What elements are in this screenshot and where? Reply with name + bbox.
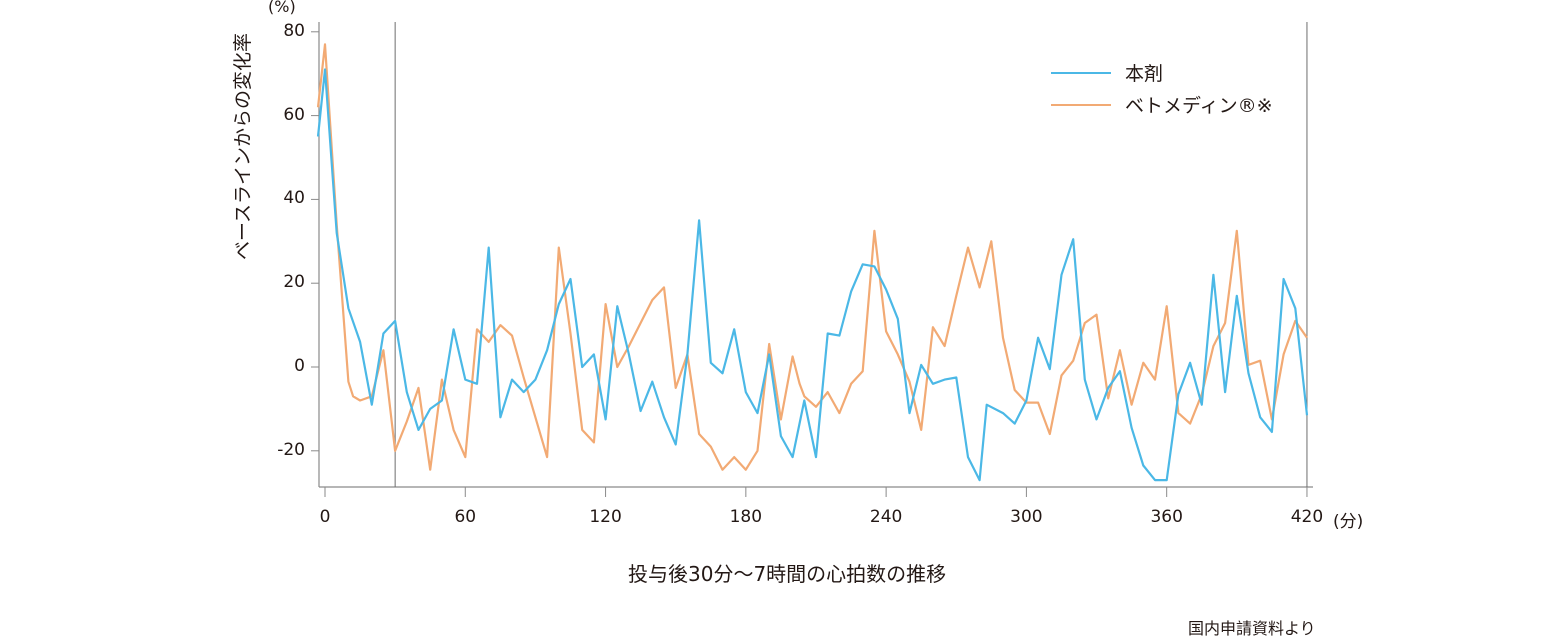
legend-label: ベトメディン®※ — [1125, 95, 1273, 117]
series-lines — [316, 43, 1309, 482]
legend-swatch-blue — [1051, 71, 1111, 74]
x-unit-label: (分) — [1333, 512, 1364, 532]
legend-swatch-orange — [1051, 103, 1111, 106]
series-line-honzai — [316, 68, 1309, 482]
y-tick-label: 60 — [283, 104, 305, 125]
y-tick-label: 80 — [283, 20, 305, 41]
x-tick-label: 0 — [319, 507, 331, 527]
series-line-vetmedin — [316, 43, 1308, 471]
legend-item-honzai: 本剤 — [1051, 59, 1163, 86]
legend-item-vetmedin: ベトメディン®※ — [1051, 91, 1273, 118]
legend-label: 本剤 — [1125, 63, 1164, 85]
x-tick-label: 240 — [869, 507, 903, 527]
source-note: 国内申請資料より — [1188, 619, 1316, 638]
y-tick-label: 0 — [294, 356, 305, 376]
x-tick-label: 300 — [1010, 507, 1043, 527]
chart-caption: 投与後30分〜7時間の心拍数の推移 — [628, 562, 947, 586]
y-tick-label: 20 — [283, 272, 305, 293]
x-tick-label: 120 — [589, 507, 622, 527]
x-tick-label: 420 — [1290, 507, 1324, 527]
y-unit-label: (%) — [268, 0, 296, 16]
y-axis-title: ベースラインからの変化率 — [232, 32, 254, 260]
x-tick-label: 180 — [729, 507, 763, 527]
x-tick-label: 60 — [454, 507, 477, 527]
x-tick-label: 360 — [1150, 507, 1183, 527]
y-tick-label: -20 — [277, 439, 305, 460]
y-tick-label: 40 — [283, 188, 305, 209]
axes — [311, 22, 1313, 497]
